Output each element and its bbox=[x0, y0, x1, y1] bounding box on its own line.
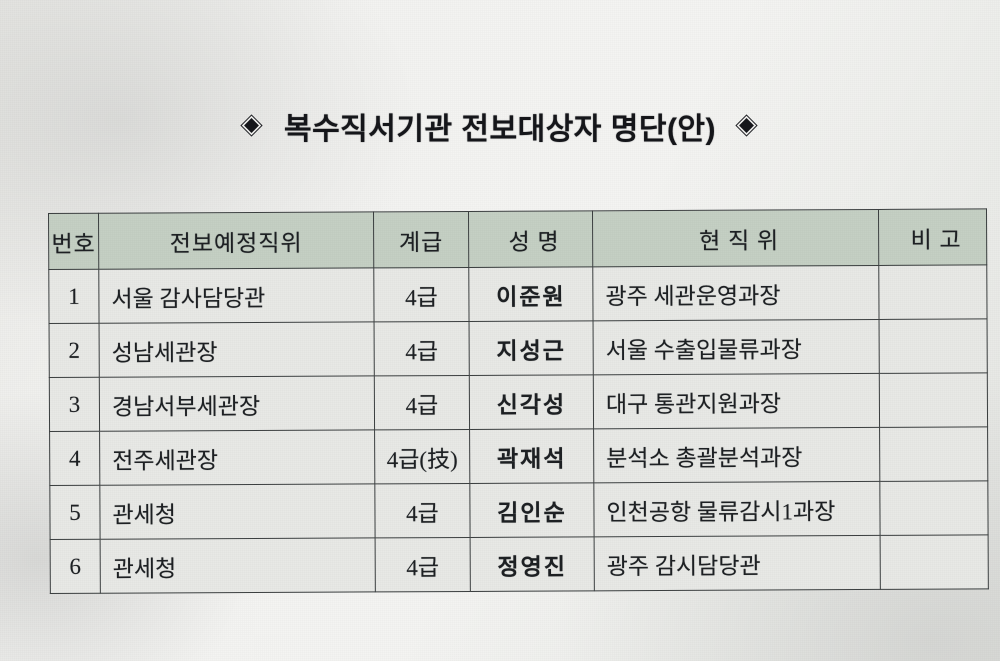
cell-position: 성남세관장 bbox=[99, 321, 375, 378]
diamond-ornament-left-icon bbox=[243, 117, 262, 136]
cell-current-position: 대구 통관지원과장 bbox=[593, 373, 880, 429]
table-row: 6 관세청 4급 정영진 광주 감시담당관 bbox=[50, 534, 989, 594]
column-header-name: 성 명 bbox=[468, 210, 593, 268]
column-header-position: 전보예정직위 bbox=[98, 211, 374, 270]
table-row: 2 성남세관장 4급 지성근 서울 수출입물류과장 bbox=[49, 318, 988, 378]
column-header-remarks: 비 고 bbox=[878, 208, 987, 266]
page-title: 복수직서기관 전보대상자 명단(안) bbox=[283, 113, 717, 146]
cell-grade: 4급 bbox=[374, 321, 470, 376]
cell-grade: 4급 bbox=[374, 483, 471, 538]
cell-remarks bbox=[879, 480, 989, 536]
cell-position: 전주세관장 bbox=[99, 429, 375, 486]
cell-grade: 4급 bbox=[373, 267, 470, 322]
cell-position: 관세청 bbox=[100, 537, 376, 594]
cell-no: 1 bbox=[48, 269, 100, 324]
cell-grade: 4급 bbox=[374, 375, 470, 430]
cell-grade: 4급 bbox=[375, 537, 471, 592]
column-header-grade: 계급 bbox=[373, 211, 469, 268]
cell-name: 정영진 bbox=[470, 536, 595, 592]
cell-position: 관세청 bbox=[99, 483, 376, 540]
cell-name: 신각성 bbox=[469, 374, 594, 430]
table-row: 4 전주세관장 4급(技) 곽재석 분석소 총괄분석과장 bbox=[49, 426, 988, 486]
cell-remarks bbox=[879, 318, 988, 374]
cell-no: 3 bbox=[49, 377, 100, 432]
column-header-no: 번호 bbox=[48, 213, 99, 270]
diamond-ornament-right-icon bbox=[738, 117, 757, 136]
cell-no: 5 bbox=[49, 485, 101, 540]
cell-no: 2 bbox=[49, 323, 100, 378]
cell-position: 경남서부세관장 bbox=[99, 375, 375, 432]
roster-table-container: 번호 전보예정직위 계급 성 명 현 직 위 비 고 1 서울 감사담당관 4급… bbox=[48, 208, 989, 594]
column-header-current-position: 현 직 위 bbox=[592, 209, 879, 267]
cell-current-position: 광주 감시담당관 bbox=[594, 535, 881, 591]
cell-no: 6 bbox=[50, 539, 101, 594]
cell-remarks bbox=[878, 264, 988, 320]
cell-name: 지성근 bbox=[469, 320, 594, 376]
cell-remarks bbox=[879, 372, 988, 428]
cell-current-position: 광주 세관운영과장 bbox=[592, 265, 880, 321]
cell-current-position: 인천공항 물류감시1과장 bbox=[593, 481, 881, 537]
cell-name: 김인순 bbox=[469, 482, 595, 538]
cell-position: 서울 감사담당관 bbox=[98, 267, 375, 324]
document-title-row: 복수직서기관 전보대상자 명단(안) bbox=[0, 104, 1000, 148]
cell-name: 이준원 bbox=[468, 266, 594, 322]
cell-no: 4 bbox=[49, 431, 100, 486]
roster-table: 번호 전보예정직위 계급 성 명 현 직 위 비 고 1 서울 감사담당관 4급… bbox=[48, 208, 989, 594]
cell-remarks bbox=[879, 426, 988, 482]
cell-grade: 4급(技) bbox=[374, 429, 470, 484]
table-row: 3 경남서부세관장 4급 신각성 대구 통관지원과장 bbox=[49, 372, 988, 432]
table-row: 5 관세청 4급 김인순 인천공항 물류감시1과장 bbox=[49, 480, 989, 540]
cell-name: 곽재석 bbox=[469, 428, 594, 484]
table-row: 1 서울 감사담당관 4급 이준원 광주 세관운영과장 bbox=[48, 264, 988, 324]
table-header-row: 번호 전보예정직위 계급 성 명 현 직 위 비 고 bbox=[48, 208, 987, 270]
cell-remarks bbox=[880, 534, 989, 590]
cell-current-position: 분석소 총괄분석과장 bbox=[593, 427, 880, 483]
cell-current-position: 서울 수출입물류과장 bbox=[593, 319, 880, 375]
